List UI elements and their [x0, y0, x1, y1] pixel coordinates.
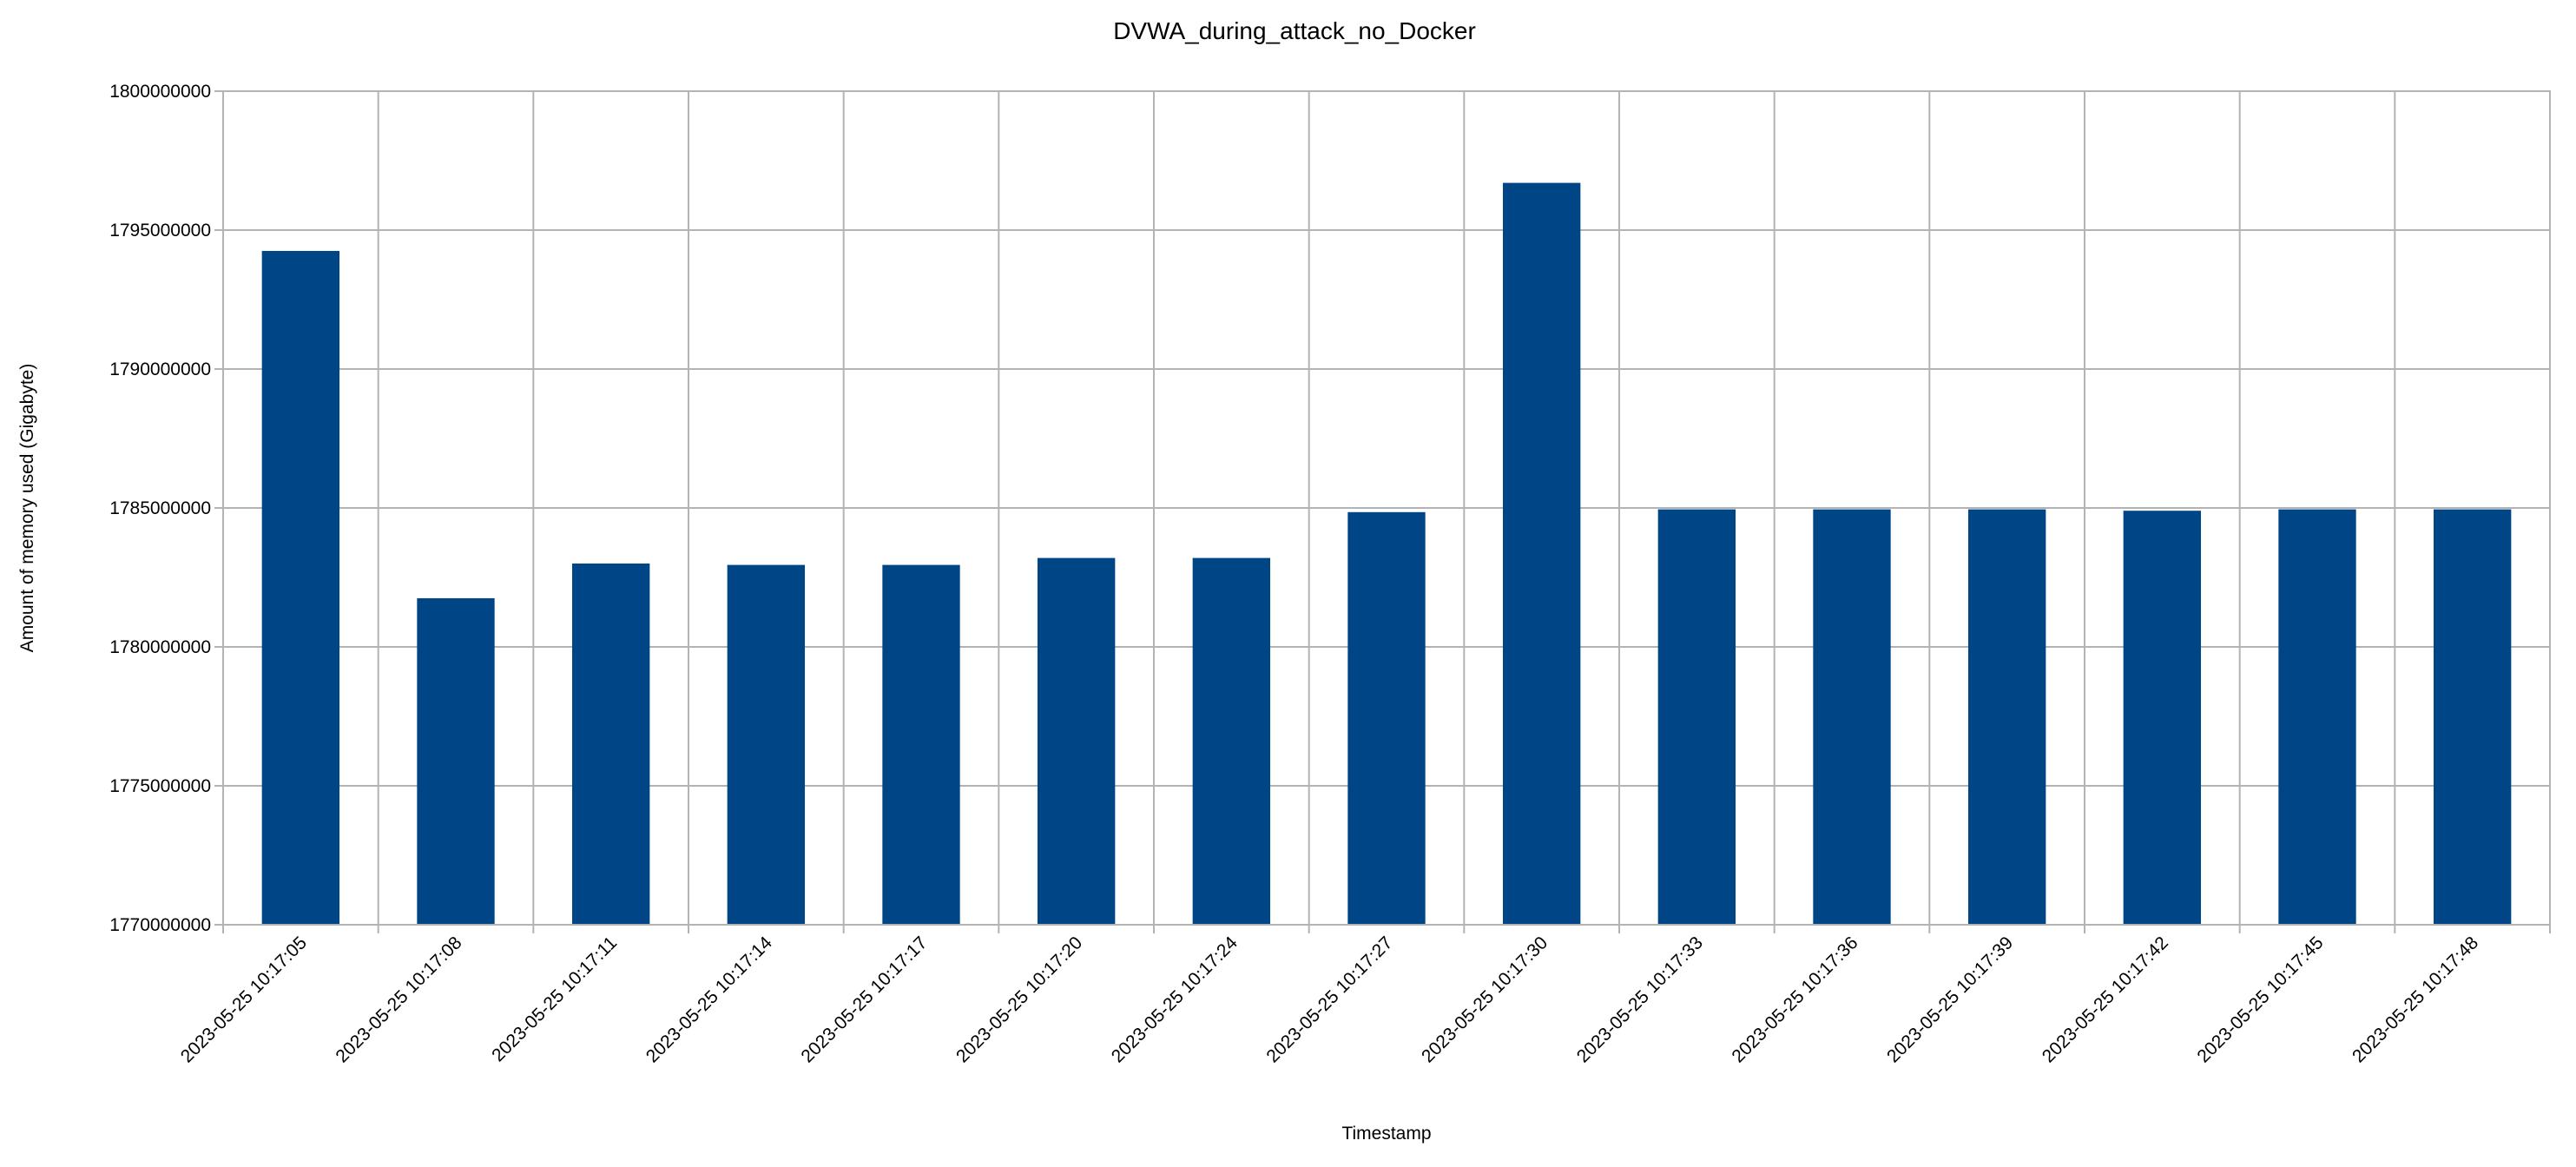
y-axis-title: Amount of memory used (Gigabyte) [17, 364, 37, 653]
x-tick-label: 2023-05-25 10:17:24 [1108, 933, 1242, 1066]
y-tick-label: 1800000000 [109, 82, 211, 102]
bar [2123, 511, 2201, 925]
x-tick-label: 2023-05-25 10:17:08 [332, 933, 465, 1066]
x-tick-label: 2023-05-25 10:17:14 [642, 933, 776, 1066]
y-tick-label: 1795000000 [109, 221, 211, 241]
x-tick-label: 2023-05-25 10:17:45 [2193, 933, 2327, 1066]
x-tick-label: 2023-05-25 10:17:20 [952, 933, 1086, 1066]
y-tick-label: 1790000000 [109, 359, 211, 379]
y-tick-label: 1770000000 [109, 915, 211, 935]
x-tick-label: 2023-05-25 10:17:39 [1883, 933, 2017, 1066]
bar [417, 598, 495, 925]
x-tick-label: 2023-05-25 10:17:17 [797, 933, 931, 1066]
plot-frame [222, 90, 2551, 926]
x-tick-label: 2023-05-25 10:17:48 [2349, 933, 2482, 1066]
bar [1192, 557, 1270, 925]
y-tick-label: 1775000000 [109, 776, 211, 796]
bar [1038, 557, 1116, 925]
x-tick-label: 2023-05-25 10:17:05 [177, 933, 311, 1066]
y-axis-tick-labels: 1770000000 1775000000 1780000000 1785000000… [109, 82, 211, 935]
x-tick-label: 2023-05-25 10:17:36 [1728, 933, 1861, 1066]
x-tick-label: 2023-05-25 10:17:11 [488, 933, 621, 1065]
bar [1968, 509, 2046, 925]
bar [1657, 509, 1736, 925]
bar [727, 564, 805, 925]
bar [572, 564, 650, 925]
x-tick-label: 2023-05-25 10:17:27 [1262, 933, 1396, 1066]
bars [261, 182, 2512, 926]
y-tick-label: 1785000000 [109, 498, 211, 518]
chart-title: DVWA_during_attack_no_Docker [1113, 17, 1476, 44]
bar [2278, 509, 2356, 925]
bar [882, 564, 960, 925]
bar [1813, 509, 1891, 925]
x-axis-title: Timestamp [1341, 1124, 1431, 1144]
bar [1347, 511, 1426, 925]
bar [261, 251, 339, 925]
y-tick-label: 1780000000 [109, 637, 211, 657]
x-tick-label: 2023-05-25 10:17:42 [2039, 933, 2172, 1066]
bar [2434, 509, 2512, 925]
bar [1503, 182, 1581, 926]
x-axis-tick-labels: 2023-05-25 10:17:05 2023-05-25 10:17:08 20… [177, 933, 2482, 1066]
x-tick-label: 2023-05-25 10:17:30 [1418, 933, 1552, 1066]
x-tick-label: 2023-05-25 10:17:33 [1573, 933, 1707, 1066]
